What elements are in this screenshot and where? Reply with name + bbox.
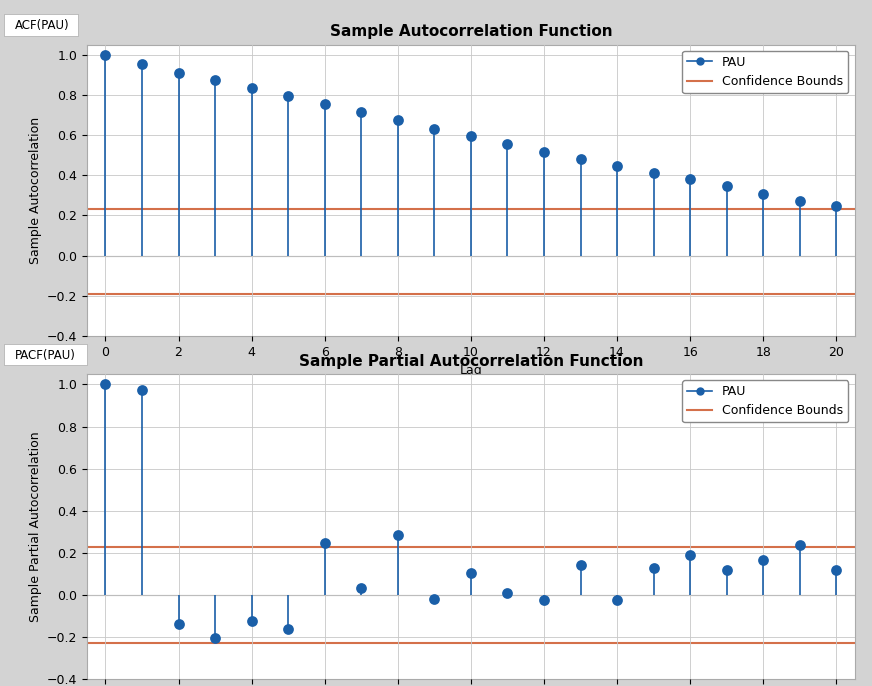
Point [172, 67, 186, 78]
Point [208, 74, 222, 85]
Point [829, 564, 843, 575]
Point [391, 115, 405, 126]
Point [281, 91, 295, 102]
Point [172, 619, 186, 630]
Point [427, 593, 441, 604]
Point [99, 49, 112, 60]
Point [683, 174, 697, 185]
Title: Sample Partial Autocorrelation Function: Sample Partial Autocorrelation Function [298, 353, 644, 368]
Point [537, 595, 551, 606]
Point [317, 538, 331, 549]
Point [501, 587, 514, 598]
Legend: PAU, Confidence Bounds: PAU, Confidence Bounds [682, 380, 848, 423]
Point [683, 549, 697, 560]
Point [135, 58, 149, 69]
Point [537, 147, 551, 158]
Point [354, 582, 368, 593]
Point [391, 530, 405, 541]
Point [719, 181, 733, 192]
Title: Sample Autocorrelation Function: Sample Autocorrelation Function [330, 24, 612, 39]
Point [99, 379, 112, 390]
Point [427, 123, 441, 134]
Point [317, 98, 331, 109]
Point [610, 595, 624, 606]
Y-axis label: Sample Partial Autocorrelation: Sample Partial Autocorrelation [29, 431, 42, 622]
Point [464, 130, 478, 141]
Text: PACF(PAU): PACF(PAU) [15, 348, 76, 362]
Point [647, 562, 661, 573]
Point [610, 161, 624, 172]
Point [756, 555, 770, 566]
Point [719, 564, 733, 575]
Point [756, 189, 770, 200]
Y-axis label: Sample Autocorrelation: Sample Autocorrelation [29, 117, 42, 264]
Point [501, 139, 514, 150]
Point [464, 567, 478, 578]
Point [281, 623, 295, 634]
Text: ACF(PAU): ACF(PAU) [15, 19, 69, 32]
Point [574, 560, 588, 571]
Point [793, 540, 807, 551]
Point [354, 106, 368, 117]
Point [245, 616, 259, 627]
X-axis label: Lag: Lag [460, 364, 482, 377]
Point [245, 82, 259, 93]
Point [135, 384, 149, 395]
Point [829, 201, 843, 212]
Point [208, 632, 222, 643]
Point [647, 168, 661, 179]
Point [793, 196, 807, 207]
Point [574, 154, 588, 165]
Legend: PAU, Confidence Bounds: PAU, Confidence Bounds [682, 51, 848, 93]
